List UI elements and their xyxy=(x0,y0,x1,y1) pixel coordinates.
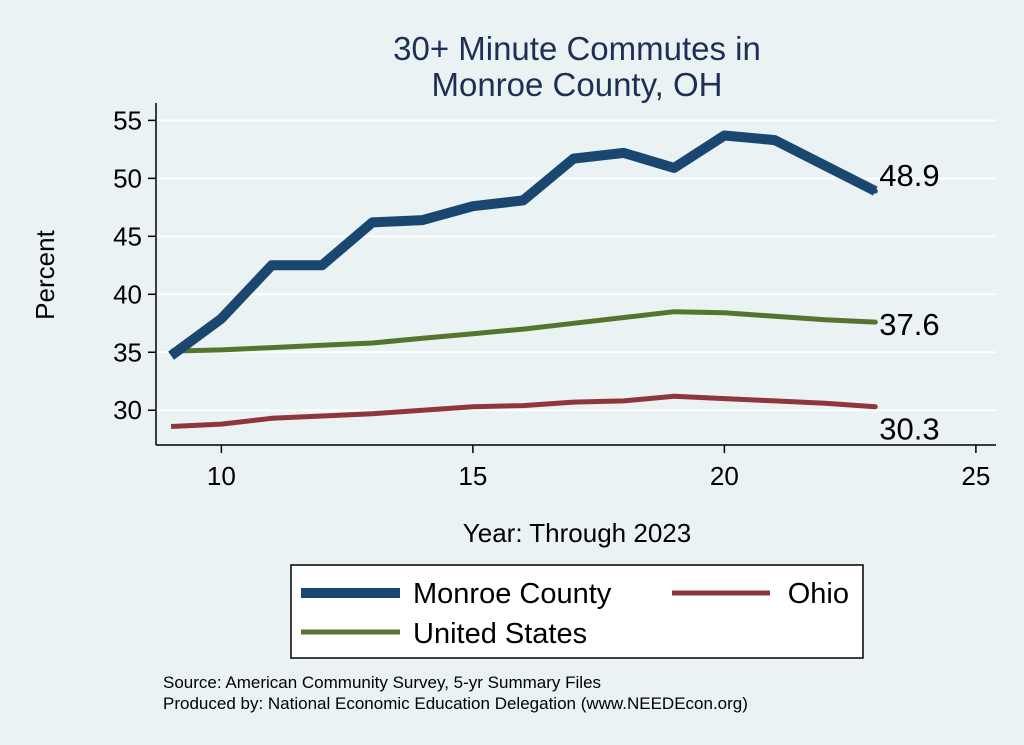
legend-label-monroe-county: Monroe County xyxy=(413,578,612,610)
gridlines xyxy=(156,119,996,412)
legend: Monroe County Ohio United States xyxy=(290,564,864,659)
x-tick-label: 10 xyxy=(207,461,236,491)
series-line-ohio xyxy=(170,393,876,429)
x-tick-label: 25 xyxy=(961,461,990,491)
end-labels: 48.9 30.3 37.6 xyxy=(872,158,940,447)
legend-box xyxy=(290,564,864,659)
y-tick-label: 30 xyxy=(113,395,142,425)
legend-label-united-states: United States xyxy=(413,618,587,650)
series-line-monroe-county xyxy=(168,130,878,360)
series-end-marker xyxy=(872,319,878,325)
y-tick-label: 45 xyxy=(113,221,142,251)
x-tick-label: 15 xyxy=(458,461,487,491)
series-end-marker xyxy=(872,188,878,194)
y-tick-label: 55 xyxy=(113,105,142,135)
chart-title-line-1: 30+ Minute Commutes in xyxy=(393,30,761,67)
y-tick-label: 35 xyxy=(113,337,142,367)
series-line-united-states xyxy=(171,309,876,354)
ticks: 30 35 40 45 50 55 10 15 20 25 xyxy=(113,105,990,491)
y-tick-label: 50 xyxy=(113,163,142,193)
end-label-monroe-county: 48.9 xyxy=(879,158,939,193)
y-axis-title: Percent xyxy=(30,229,60,319)
end-label-united-states: 37.6 xyxy=(879,307,939,342)
chart-title-line-2: Monroe County, OH xyxy=(431,66,722,103)
source-note: Source: American Community Survey, 5-yr … xyxy=(163,673,601,692)
end-label-ohio: 30.3 xyxy=(879,412,939,447)
x-axis-title: Year: Through 2023 xyxy=(463,518,691,548)
y-tick-label: 40 xyxy=(113,279,142,309)
axes xyxy=(155,103,996,446)
x-tick-label: 20 xyxy=(710,461,739,491)
producer-note: Produced by: National Economic Education… xyxy=(163,694,748,713)
legend-label-ohio: Ohio xyxy=(788,578,849,610)
series-lines xyxy=(168,130,878,429)
series-end-marker xyxy=(872,404,878,410)
